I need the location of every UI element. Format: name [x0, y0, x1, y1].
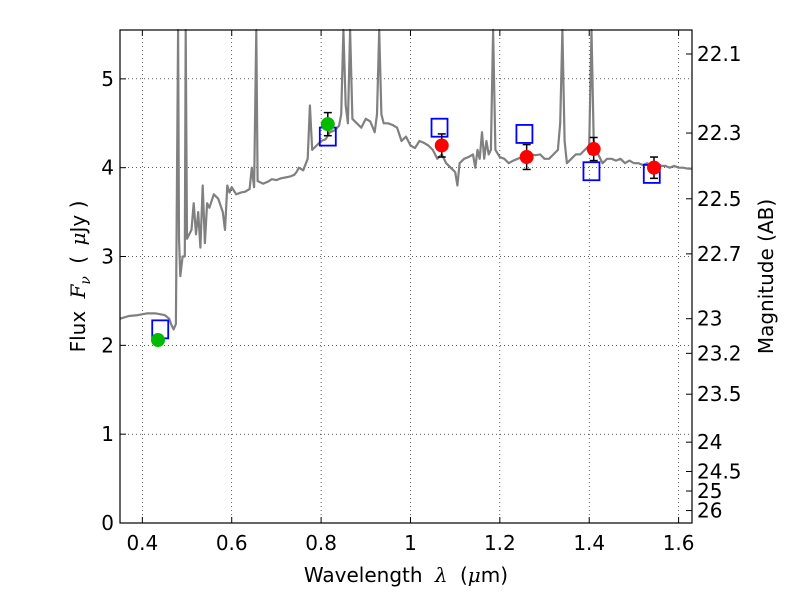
- ticks: [120, 30, 692, 524]
- y2-tick-label-4: 23: [697, 307, 722, 331]
- x-axis-label: Wavelength λ (μm): [304, 563, 508, 587]
- x-tick-label-6: 1.6: [663, 531, 695, 555]
- model-box-2: [430, 117, 449, 138]
- plot-frame: [119, 29, 693, 524]
- y-tick-label-2: 2: [101, 333, 114, 357]
- spectrum-series: [119, 28, 692, 331]
- y2-tick-label-0: 22.1: [697, 42, 742, 66]
- x-tick-label-2: 0.8: [305, 531, 337, 555]
- red-point-3: [647, 160, 662, 175]
- green-point-1: [320, 117, 335, 132]
- y2-tick-label-2: 22.5: [697, 187, 742, 211]
- y2-tick-label-1: 22.3: [697, 121, 742, 145]
- x-tick-label-5: 1.4: [573, 531, 605, 555]
- model-box-4: [582, 161, 601, 182]
- y2-tick-label-9: 25: [697, 479, 722, 503]
- x-tick-label-0: 0.4: [126, 531, 158, 555]
- red-point-1: [519, 150, 534, 165]
- spectrum-line: [119, 28, 692, 331]
- red-point-2: [586, 142, 601, 157]
- red-point-0: [434, 138, 449, 153]
- x-tick-label-4: 1.2: [484, 531, 516, 555]
- x-tick-label-3: 1: [404, 531, 417, 555]
- photometry-points: [150, 111, 662, 348]
- y2-tick-label-3: 22.7: [697, 242, 742, 266]
- y-tick-label-0: 0: [101, 511, 114, 535]
- tick-labels: 0.4 0.6 0.8 1 1.2 1.4 1.601234522.122.322.522.…: [101, 42, 741, 555]
- y-tick-label-3: 3: [101, 245, 114, 269]
- y-axis-label: Flux Fν ( μJy ): [66, 201, 95, 353]
- green-point-0: [150, 333, 165, 348]
- y-tick-label-1: 1: [101, 422, 114, 446]
- grid: [120, 30, 692, 523]
- y2-tick-label-10: 26: [697, 499, 722, 523]
- y2-tick-label-7: 24: [697, 430, 722, 454]
- y-tick-label-5: 5: [101, 67, 114, 91]
- y2-axis-label: Magnitude (AB): [754, 199, 778, 354]
- y-tick-label-4: 4: [101, 156, 114, 180]
- y2-tick-label-8: 24.5: [697, 459, 742, 483]
- x-tick-label-1: 0.6: [216, 531, 248, 555]
- y2-tick-label-5: 23.2: [697, 341, 742, 365]
- model-box-3: [515, 124, 534, 144]
- y2-tick-label-6: 23.5: [697, 382, 742, 406]
- model-boxes: [151, 117, 661, 340]
